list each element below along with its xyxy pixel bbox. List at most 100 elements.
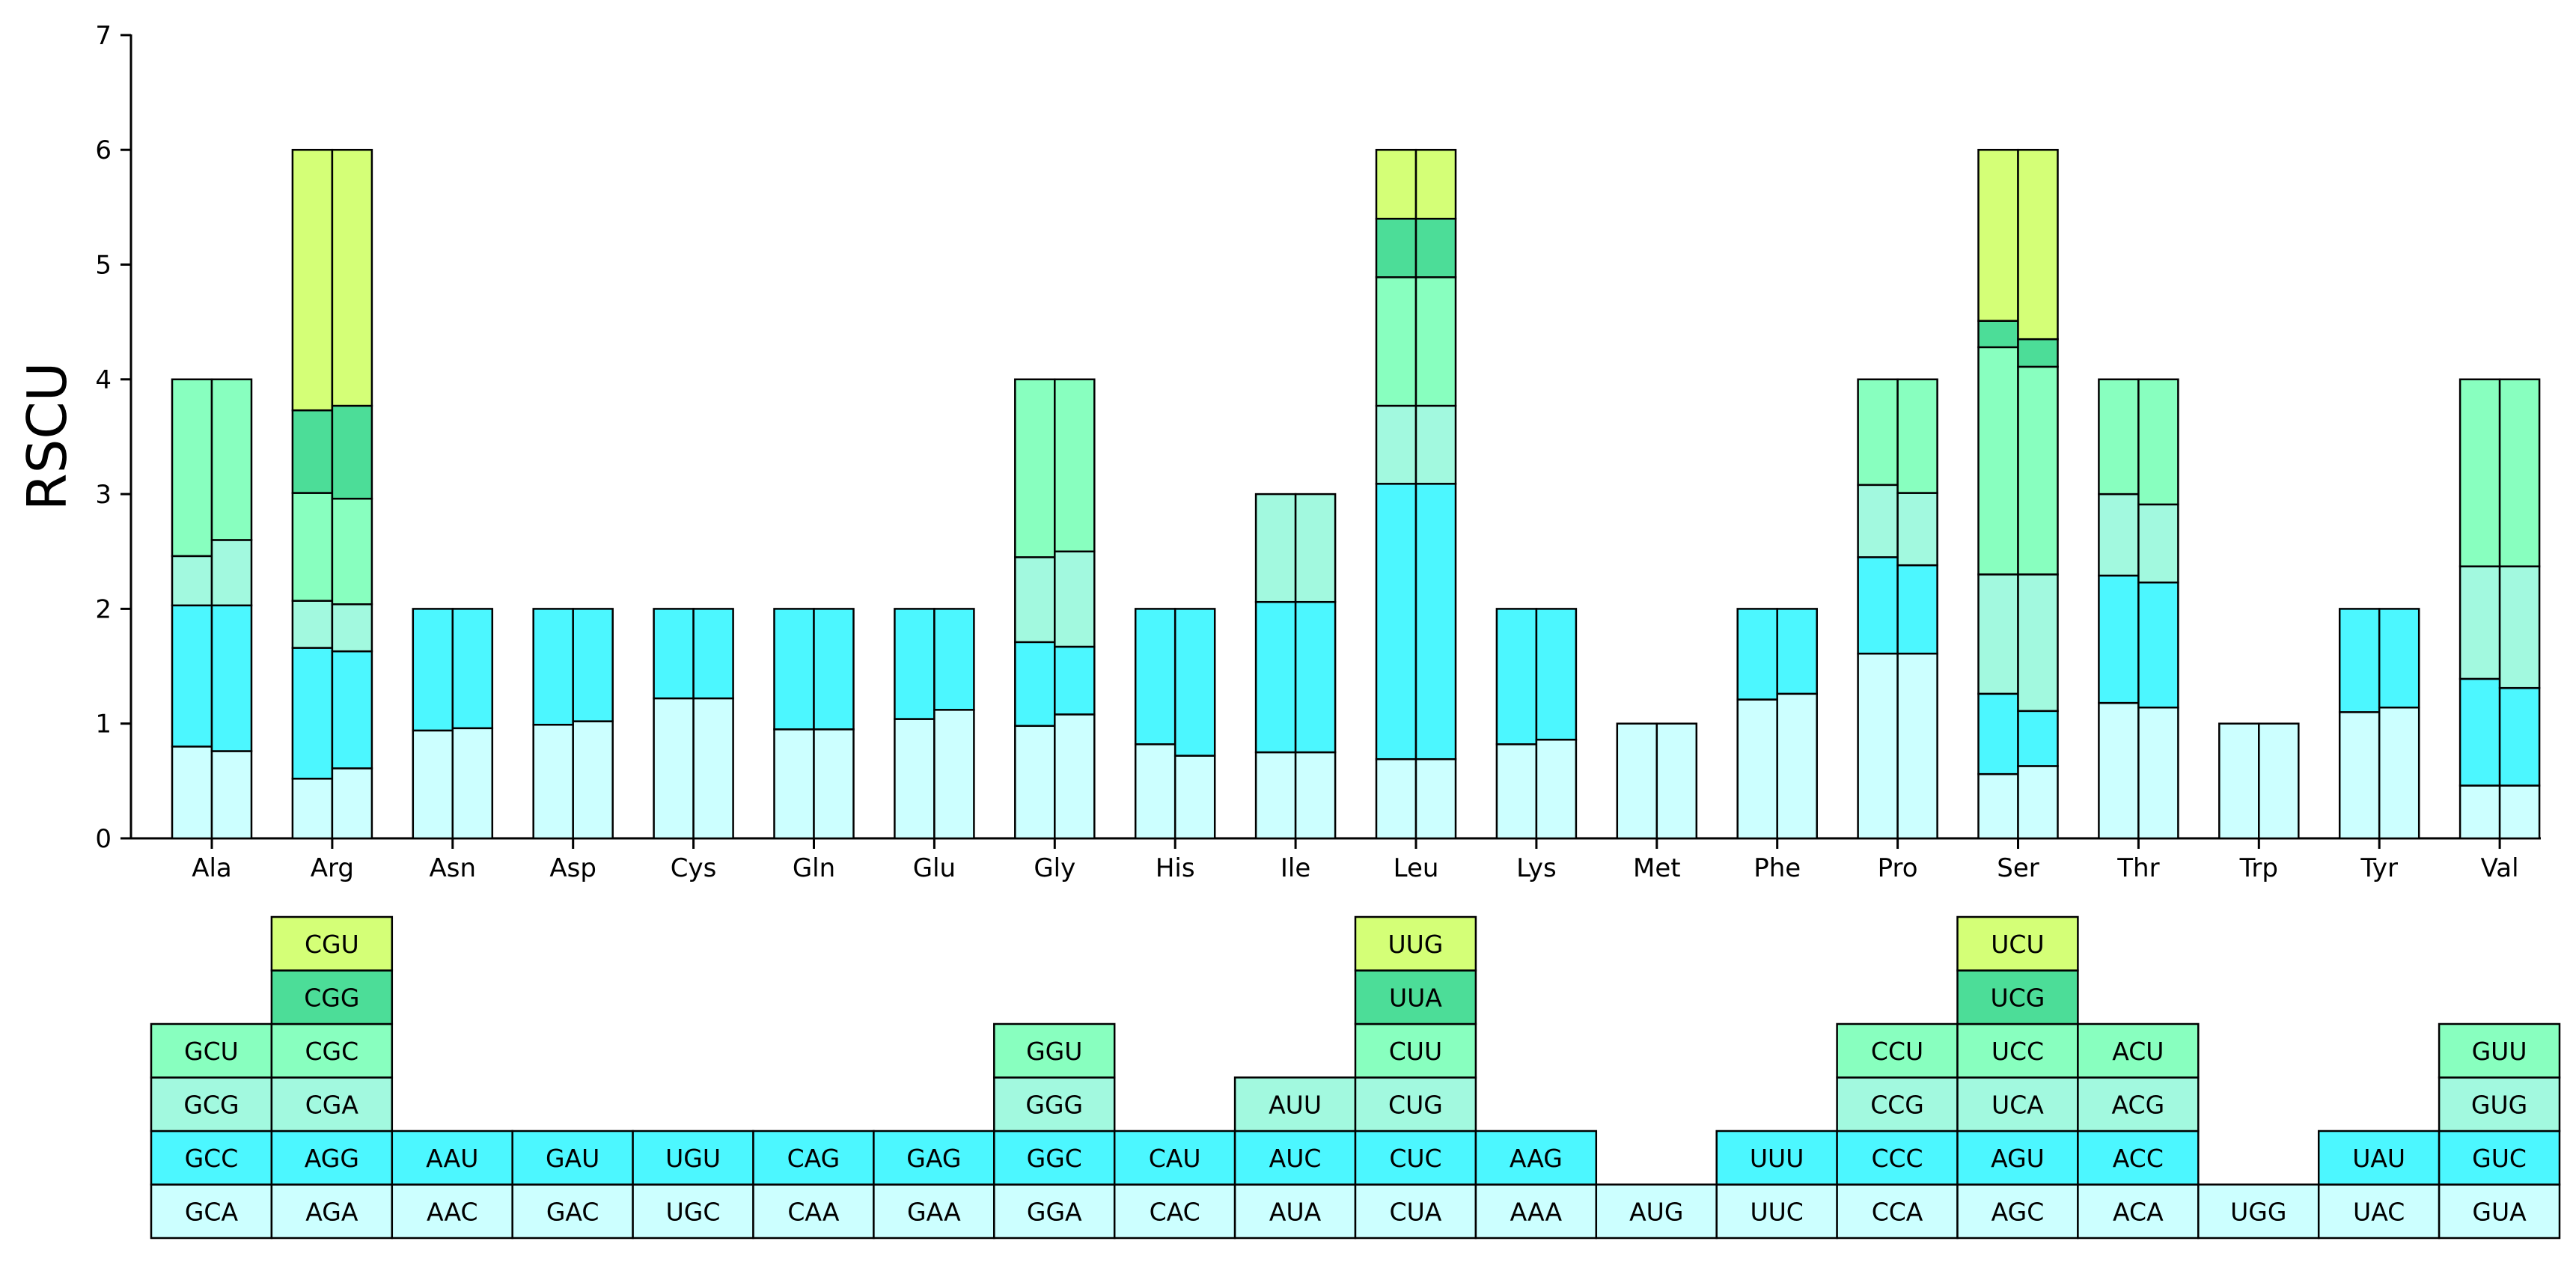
codon-cell-auc: [1233, 1130, 1357, 1186]
codon-label: GUU: [2472, 1037, 2527, 1066]
bar-segment-val-gug: [2459, 565, 2501, 680]
codon-cell-cau: [1113, 1130, 1236, 1186]
bar-segment-leu-cua: [1414, 757, 1457, 840]
bar-segment-leu-cua: [1375, 757, 1417, 840]
bar-segment-asn-aac: [451, 727, 494, 840]
codon-cell-uca: [1956, 1076, 2079, 1133]
codon-label: UCC: [1991, 1037, 2044, 1066]
bar-segment-ser-ucc: [2017, 365, 2059, 576]
bar-segment-gly-ggg: [1054, 550, 1096, 648]
codon-label: UCG: [1991, 983, 2045, 1012]
codon-cell-cug: [1354, 1076, 1477, 1133]
bar-segment-val-guc: [2459, 677, 2501, 787]
bar-segment-tyr-uac: [2338, 711, 2381, 840]
bar-segment-ala-gca: [171, 746, 213, 840]
bar-segment-ser-agu: [2017, 710, 2059, 767]
bar-segment-thr-acg: [2137, 503, 2179, 584]
codon-label: UGC: [666, 1197, 721, 1226]
category-labels: Ala Arg Asn Asp Cys Gln Glu Gly His Ile Leu Lys Met P…: [192, 838, 2519, 883]
codon-label: ACA: [2113, 1197, 2164, 1226]
codon-label: CGG: [304, 983, 359, 1012]
codon-label: GGA: [1027, 1197, 1082, 1226]
bar-segment-ala-gcu: [171, 378, 213, 558]
codon-cell-acu: [2077, 1022, 2200, 1079]
codon-cell-ccg: [1836, 1076, 1959, 1133]
bar-segment-tyr-uac: [2378, 706, 2420, 840]
codon-cell-ucg: [1956, 969, 2079, 1025]
category-label: Gly: [1034, 853, 1075, 883]
codon-cell-acg: [2077, 1076, 2200, 1133]
bar-segment-ser-ucc: [1977, 346, 2019, 576]
bar-segment-cys-ugu: [653, 608, 695, 700]
bar-segment-thr-acg: [2098, 493, 2140, 577]
codon-cell-gua: [2438, 1183, 2561, 1240]
codon-label: CGU: [305, 930, 359, 959]
codon-label: AAA: [1510, 1197, 1563, 1226]
codon-label: UUG: [1388, 930, 1444, 959]
bar-segment-phe-uuu: [1776, 608, 1818, 695]
codon-label: AUC: [1269, 1144, 1322, 1173]
bar-segment-gly-gga: [1054, 713, 1096, 840]
bar-segment-ser-uca: [2017, 573, 2059, 713]
bar-segment-asn-aac: [412, 729, 454, 840]
category-label: His: [1156, 853, 1195, 883]
bar-segment-thr-acc: [2137, 581, 2179, 709]
codon-cell-ggu: [993, 1022, 1116, 1079]
bar-segment-ser-ucg: [1977, 320, 2019, 349]
bar-segment-pro-ccu: [1857, 378, 1899, 487]
category-label: Met: [1633, 853, 1681, 883]
bar-segment-gly-ggc: [1054, 645, 1096, 716]
y-ticks: 0 1 2 3 4 5 6 7: [95, 21, 131, 854]
y-tick-label: 7: [95, 21, 112, 51]
codon-label: GAC: [546, 1197, 599, 1226]
category-label: Lys: [1516, 853, 1557, 883]
bar-segment-gly-ggc: [1014, 641, 1056, 728]
codon-label: GCA: [185, 1197, 239, 1226]
bar-segment-his-cac: [1134, 743, 1176, 840]
bar-segment-leu-cuu: [1414, 276, 1457, 407]
y-tick-label: 0: [95, 824, 112, 854]
codon-label: AAG: [1510, 1144, 1563, 1173]
bar-segment-ile-aua: [1294, 751, 1337, 840]
codon-label: CUC: [1389, 1144, 1441, 1173]
bar-segment-ala-gcc: [210, 604, 253, 752]
bar-segment-met-aug: [1616, 722, 1658, 840]
codon-cell-cuc: [1354, 1130, 1477, 1186]
bar-segment-tyr-uau: [2338, 608, 2381, 713]
bars: [171, 148, 2541, 840]
codon-cell-cgg: [270, 969, 394, 1025]
category-label: Leu: [1394, 853, 1439, 883]
codon-label: CGA: [305, 1090, 359, 1119]
bar-segment-gly-ggg: [1014, 556, 1056, 644]
y-tick-label: 3: [95, 480, 112, 510]
codon-cell-uua: [1354, 969, 1477, 1025]
bar-segment-arg-cgu: [331, 148, 373, 407]
codon-cell-uuc: [1715, 1183, 1838, 1240]
bar-segment-cys-ugc: [692, 697, 734, 840]
codon-label: GUG: [2471, 1090, 2527, 1119]
bar-segment-asp-gac: [572, 720, 614, 840]
bar-segment-gly-gga: [1014, 725, 1056, 840]
bar-segment-ala-gcg: [210, 539, 253, 607]
bar-segment-glu-gaa: [894, 718, 936, 840]
codon-label: ACU: [2112, 1037, 2164, 1066]
bar-segment-arg-aga: [291, 778, 334, 840]
bar-segment-leu-cug: [1375, 404, 1417, 485]
bar-segment-leu-uug: [1414, 148, 1457, 220]
bar-segment-arg-cga: [331, 603, 373, 653]
codon-cell-cag: [752, 1130, 875, 1186]
codon-label: CUG: [1388, 1090, 1443, 1119]
codon-label: UAU: [2352, 1144, 2405, 1173]
y-tick-label: 6: [95, 135, 112, 165]
bar-segment-gly-ggu: [1054, 378, 1096, 552]
y-tick-label: 5: [95, 251, 112, 281]
bar-segment-ala-gcu: [210, 378, 253, 541]
bar-segment-arg-cgc: [291, 492, 334, 602]
bar-segment-glu-gaa: [933, 709, 975, 840]
codon-cell-ugc: [632, 1183, 754, 1240]
codon-label: AGG: [305, 1144, 359, 1173]
codon-label: CUA: [1390, 1197, 1442, 1226]
bar-segment-glu-gag: [933, 608, 975, 711]
bar-segment-arg-cgc: [331, 497, 373, 606]
bar-segment-ile-auc: [1294, 600, 1337, 754]
